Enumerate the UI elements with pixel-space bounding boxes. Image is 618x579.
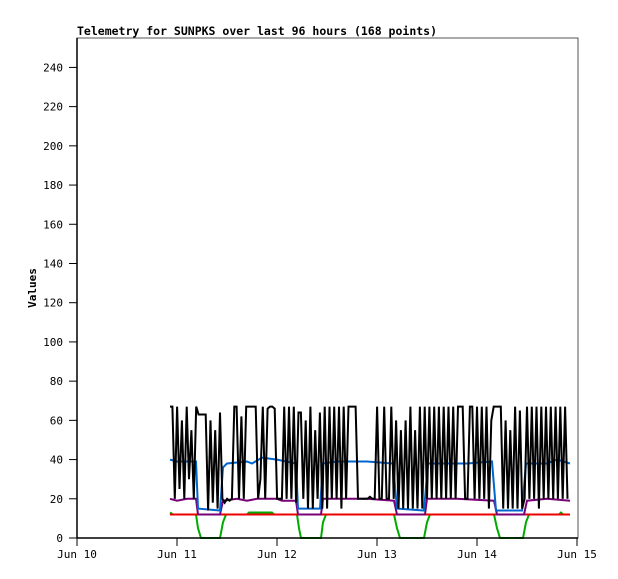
series-layer [169,405,571,539]
x-tick-label: Jun 15 [557,548,597,561]
y-tick-label: 120 [43,297,63,310]
y-tick-label: 140 [43,257,63,270]
y-tick-label: 240 [43,61,63,74]
y-tick-label: 40 [50,454,63,467]
y-tick-label: 180 [43,179,63,192]
y-tick-label: 100 [43,336,63,349]
y-tick-label: 80 [50,375,63,388]
series-line-green [169,511,570,539]
y-tick-label: 0 [56,532,63,545]
y-tick-label: 20 [50,493,63,506]
x-tick-label: Jun 14 [457,548,497,561]
y-axis-label: Values [26,268,39,308]
series-line-black [170,405,569,511]
x-tick-label: Jun 13 [357,548,397,561]
y-tick-label: 60 [50,414,63,427]
y-tick-label: 160 [43,218,63,231]
x-tick-label: Jun 10 [57,548,97,561]
x-tick-label: Jun 11 [157,548,197,561]
y-tick-label: 200 [43,140,63,153]
axes-layer: 0 20 40 60 80 100 120 140 160 180 200 220 240 Jun 10 J… [43,38,597,561]
x-tick-label: Jun 12 [257,548,297,561]
y-tick-label: 220 [43,101,63,114]
chart-title: Telemetry for SUNPKS over last 96 hours … [77,24,437,38]
